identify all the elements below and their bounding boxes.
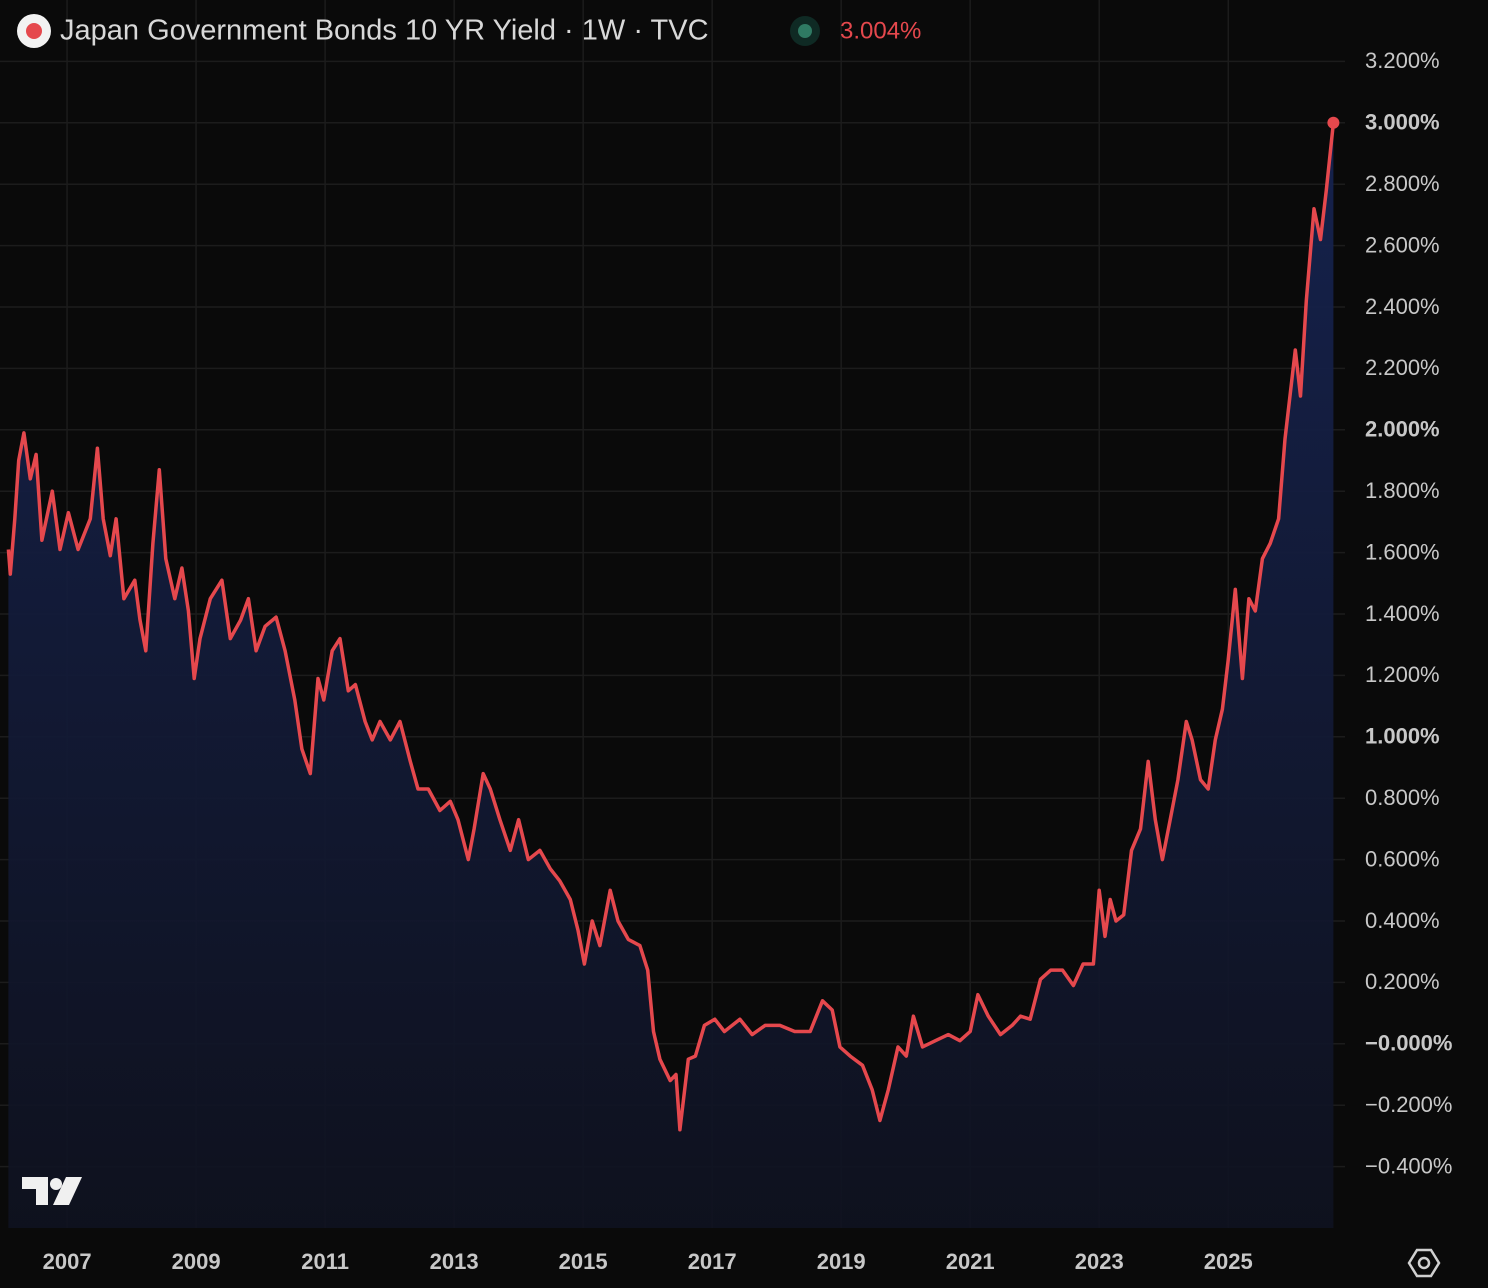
- y-tick-label: 2.400%: [1365, 294, 1440, 319]
- x-tick-label: 2019: [817, 1249, 866, 1274]
- x-tick-label: 2011: [301, 1249, 349, 1274]
- y-tick-label: −0.200%: [1365, 1092, 1452, 1117]
- y-tick-label: −0.400%: [1365, 1153, 1452, 1178]
- y-tick-label: 1.600%: [1365, 539, 1440, 564]
- logo-part: [53, 1177, 82, 1205]
- y-tick-label: 0.600%: [1365, 846, 1440, 871]
- logo-part: [22, 1177, 48, 1205]
- y-tick-label: 2.000%: [1365, 417, 1440, 442]
- symbol-icon-dot: [26, 23, 42, 39]
- settings-hex[interactable]: [1407, 1248, 1441, 1278]
- y-tick-label: 1.200%: [1365, 662, 1440, 687]
- area: [8, 122, 1334, 1228]
- y-tick-label: 2.600%: [1365, 232, 1440, 257]
- y-tick-label: 1.400%: [1365, 601, 1440, 626]
- y-tick-label: 0.800%: [1365, 785, 1440, 810]
- x-tick-label: 2015: [559, 1249, 608, 1274]
- x-tick-label: 2021: [946, 1249, 995, 1274]
- y-tick-label: 3.200%: [1365, 48, 1440, 73]
- x-tick-label: 2007: [43, 1249, 92, 1274]
- x-tick-label: 2017: [688, 1249, 737, 1274]
- y-tick-label: 1.800%: [1365, 478, 1440, 503]
- x-tick-label: 2013: [430, 1249, 479, 1274]
- y-tick-label: −0.000%: [1365, 1031, 1452, 1056]
- y-tick-label: 1.000%: [1365, 724, 1440, 749]
- line: [6, 122, 1336, 1132]
- last-point: [1327, 116, 1340, 129]
- x-tick-label: 2023: [1075, 1249, 1124, 1274]
- y-tick-label: 0.200%: [1365, 969, 1440, 994]
- x-tick-label: 2025: [1204, 1249, 1253, 1274]
- settings-center[interactable]: [1417, 1256, 1431, 1270]
- x-tick-label: 2009: [172, 1249, 221, 1274]
- y-tick-label: 2.800%: [1365, 171, 1440, 196]
- last-value: 3.004%: [840, 17, 921, 44]
- y-tick-label: 2.200%: [1365, 355, 1440, 380]
- plot: [6, 116, 1340, 1228]
- logo: [22, 1177, 82, 1205]
- y-tick-label: 3.000%: [1365, 110, 1440, 135]
- y-tick-label: 0.400%: [1365, 908, 1440, 933]
- status-dot: [798, 24, 812, 38]
- settings-icon[interactable]: [1407, 1248, 1441, 1278]
- chart-title: Japan Government Bonds 10 YR Yield · 1W …: [60, 15, 709, 47]
- logo-part: [50, 1178, 62, 1190]
